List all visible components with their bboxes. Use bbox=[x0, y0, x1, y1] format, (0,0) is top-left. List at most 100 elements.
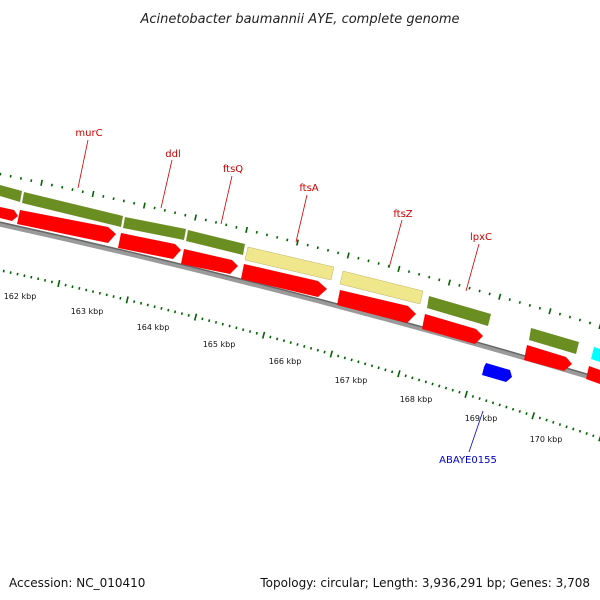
outer-minor-tick bbox=[518, 301, 521, 304]
gene-red-6[interactable] bbox=[337, 290, 416, 323]
inner-minor-tick bbox=[491, 401, 495, 405]
outer-minor-tick bbox=[102, 194, 105, 198]
inner-major-tick bbox=[261, 331, 266, 339]
inner-minor-tick bbox=[50, 280, 53, 284]
inner-minor-tick bbox=[119, 296, 122, 300]
gene-murC[interactable] bbox=[22, 192, 123, 227]
inner-minor-tick bbox=[438, 384, 441, 388]
gene-red-8[interactable] bbox=[524, 345, 572, 371]
gene-label-ftsZ: ftsZ bbox=[393, 209, 412, 220]
inner-minor-tick bbox=[16, 272, 19, 276]
backbone-shadow bbox=[0, 221, 600, 383]
inner-major-tick bbox=[531, 412, 536, 420]
inner-minor-tick bbox=[585, 432, 588, 435]
inner-minor-tick bbox=[71, 285, 74, 289]
inner-minor-tick bbox=[37, 277, 40, 281]
inner-minor-tick bbox=[384, 368, 387, 372]
gene-red-5[interactable] bbox=[241, 264, 327, 297]
gene-ABAYE0155[interactable] bbox=[482, 363, 512, 382]
outer-major-tick bbox=[548, 308, 552, 315]
outer-minor-tick bbox=[163, 208, 166, 212]
inner-minor-tick bbox=[558, 423, 562, 426]
inner-minor-tick bbox=[316, 348, 319, 352]
outer-minor-tick bbox=[19, 177, 22, 180]
inner-minor-tick bbox=[485, 399, 488, 403]
gene-lpxC[interactable] bbox=[427, 296, 491, 326]
outer-minor-tick bbox=[153, 206, 156, 210]
inner-minor-tick bbox=[357, 360, 360, 364]
gene-ftsZ[interactable] bbox=[339, 270, 424, 305]
outer-minor-tick bbox=[112, 197, 115, 201]
gene-red-2[interactable] bbox=[17, 210, 116, 243]
outer-minor-tick bbox=[326, 248, 330, 252]
inner-minor-tick bbox=[565, 425, 568, 429]
gene-label-ABAYE0155: ABAYE0155 bbox=[439, 455, 497, 466]
olive-genes bbox=[0, 185, 579, 354]
inner-minor-tick bbox=[424, 380, 427, 384]
outer-minor-tick bbox=[306, 243, 309, 247]
inner-minor-tick bbox=[525, 412, 528, 416]
outer-major-tick bbox=[397, 265, 401, 273]
inner-minor-tick bbox=[545, 418, 548, 422]
outer-major-tick bbox=[598, 323, 600, 330]
inner-minor-tick bbox=[214, 321, 218, 324]
inner-minor-tick bbox=[180, 312, 183, 315]
label-line-ftsA bbox=[295, 194, 308, 243]
inner-minor-tick bbox=[276, 337, 279, 341]
outer-minor-tick bbox=[418, 272, 421, 276]
inner-minor-tick bbox=[235, 326, 238, 330]
label-line-lpxC bbox=[465, 243, 480, 292]
gene-red-3[interactable] bbox=[118, 233, 181, 259]
gene-olive-2[interactable] bbox=[529, 328, 579, 354]
inner-minor-tick bbox=[309, 346, 313, 350]
inner-minor-tick bbox=[2, 269, 5, 273]
kbp-label-166: 166 kbp bbox=[269, 357, 302, 366]
outer-major-tick bbox=[296, 239, 299, 246]
inner-minor-tick bbox=[411, 376, 414, 380]
inner-minor-tick bbox=[228, 324, 231, 328]
outer-minor-tick bbox=[286, 238, 289, 242]
kbp-label-170: 170 kbp bbox=[530, 435, 563, 444]
inner-minor-tick bbox=[518, 409, 521, 413]
inner-minor-tick bbox=[578, 429, 582, 433]
inner-minor-tick bbox=[370, 364, 374, 368]
label-line-ddl bbox=[160, 159, 173, 209]
outer-minor-tick bbox=[528, 303, 531, 307]
inner-minor-tick bbox=[404, 374, 407, 378]
gene-ftsA[interactable] bbox=[244, 246, 335, 281]
outer-minor-tick bbox=[184, 213, 187, 217]
gene-ftsQ[interactable] bbox=[186, 230, 245, 255]
label-line-ftsZ bbox=[388, 219, 403, 269]
outer-minor-tick bbox=[468, 286, 471, 290]
inner-minor-tick bbox=[167, 308, 170, 312]
outer-minor-tick bbox=[235, 225, 238, 229]
kbp-label-162: 162 kbp bbox=[4, 292, 37, 301]
inner-minor-tick bbox=[112, 295, 115, 298]
topology-text: Topology: circular; Length: 3,936,291 bp… bbox=[260, 576, 590, 590]
outer-minor-tick bbox=[458, 283, 461, 287]
inner-minor-tick bbox=[44, 278, 47, 282]
inner-minor-tick bbox=[23, 274, 26, 278]
inner-major-tick bbox=[598, 435, 600, 442]
gene-label-lpxC: lpxC bbox=[470, 232, 492, 243]
outer-minor-tick bbox=[316, 246, 319, 250]
gene-ddl[interactable] bbox=[123, 217, 186, 240]
gene-olive[interactable] bbox=[0, 185, 22, 202]
outer-major-tick bbox=[194, 214, 197, 221]
inner-minor-tick bbox=[296, 343, 299, 346]
inner-minor-tick bbox=[248, 330, 252, 333]
gene-red-9[interactable] bbox=[586, 366, 600, 384]
gene-red-4[interactable] bbox=[181, 249, 238, 274]
gene-cyan[interactable] bbox=[591, 347, 600, 362]
gene-red[interactable] bbox=[0, 207, 18, 221]
gene-label-murC: murC bbox=[75, 128, 102, 139]
gene-label-ddl: ddl bbox=[165, 149, 180, 160]
gene-red-7[interactable] bbox=[422, 314, 483, 344]
gene-label-ftsA: ftsA bbox=[299, 183, 318, 194]
outer-minor-tick bbox=[30, 179, 33, 183]
inner-minor-tick bbox=[78, 286, 81, 290]
outer-minor-tick bbox=[478, 289, 481, 293]
kbp-label-168: 168 kbp bbox=[400, 395, 433, 404]
outer-minor-tick bbox=[508, 298, 511, 302]
inner-minor-tick bbox=[417, 378, 421, 382]
